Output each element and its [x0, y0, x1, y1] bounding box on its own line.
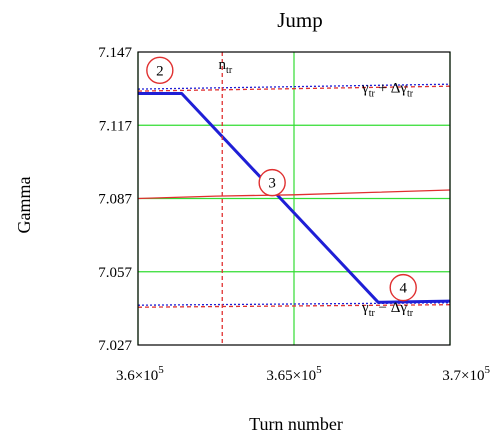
y-tick-label-4: 7.147 [98, 45, 132, 61]
chart-title: Jump [277, 8, 323, 32]
series-line-lower-bound [137, 304, 451, 308]
y-tick-labels: 7.027 7.057 7.087 7.117 7.147 [98, 45, 132, 354]
markers: 2 3 4 [146, 56, 417, 302]
annotations: ntr γtr + Δγtr γtr − Δγtr [219, 57, 414, 319]
y-axis-label: Gamma [14, 177, 34, 234]
series-line-upper-bound [137, 85, 451, 92]
x-tick-label-1: 3.65×105 [266, 364, 322, 384]
y-tick-label-3: 7.117 [99, 118, 133, 134]
marker-circle-3 [258, 168, 286, 197]
y-tick-label-1: 7.057 [98, 265, 132, 281]
y-tick-label-0: 7.027 [98, 338, 132, 354]
x-tick-label-2: 3.7×105 [442, 364, 490, 384]
x-tick-label-0: 3.6×105 [116, 364, 164, 384]
series-group [137, 52, 451, 345]
plot-frame [137, 51, 451, 346]
x-tick-labels: 3.6×105 3.65×105 3.7×105 [116, 364, 491, 384]
marker-label-2: 2 [156, 63, 164, 79]
annotation-0: ntr [219, 57, 233, 76]
y-tick-label-2: 7.087 [98, 192, 132, 208]
series-line-upper-bound-alt [137, 83, 451, 90]
marker-circle-4 [389, 273, 417, 302]
annotation-2: γtr − Δγtr [361, 300, 414, 319]
annotation-1: γtr + Δγtr [361, 80, 414, 99]
marker-label-3: 3 [268, 176, 276, 192]
series-line-gamma [138, 92, 451, 304]
series-line-lower-bound-alt [137, 302, 451, 306]
series-line-gamma-transition [137, 189, 451, 200]
marker-circle-2 [146, 56, 174, 85]
x-axis-label: Turn number [249, 414, 343, 434]
marker-label-4: 4 [399, 281, 407, 297]
